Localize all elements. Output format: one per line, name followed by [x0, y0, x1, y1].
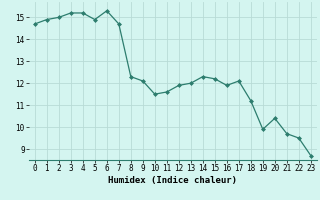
X-axis label: Humidex (Indice chaleur): Humidex (Indice chaleur): [108, 176, 237, 185]
